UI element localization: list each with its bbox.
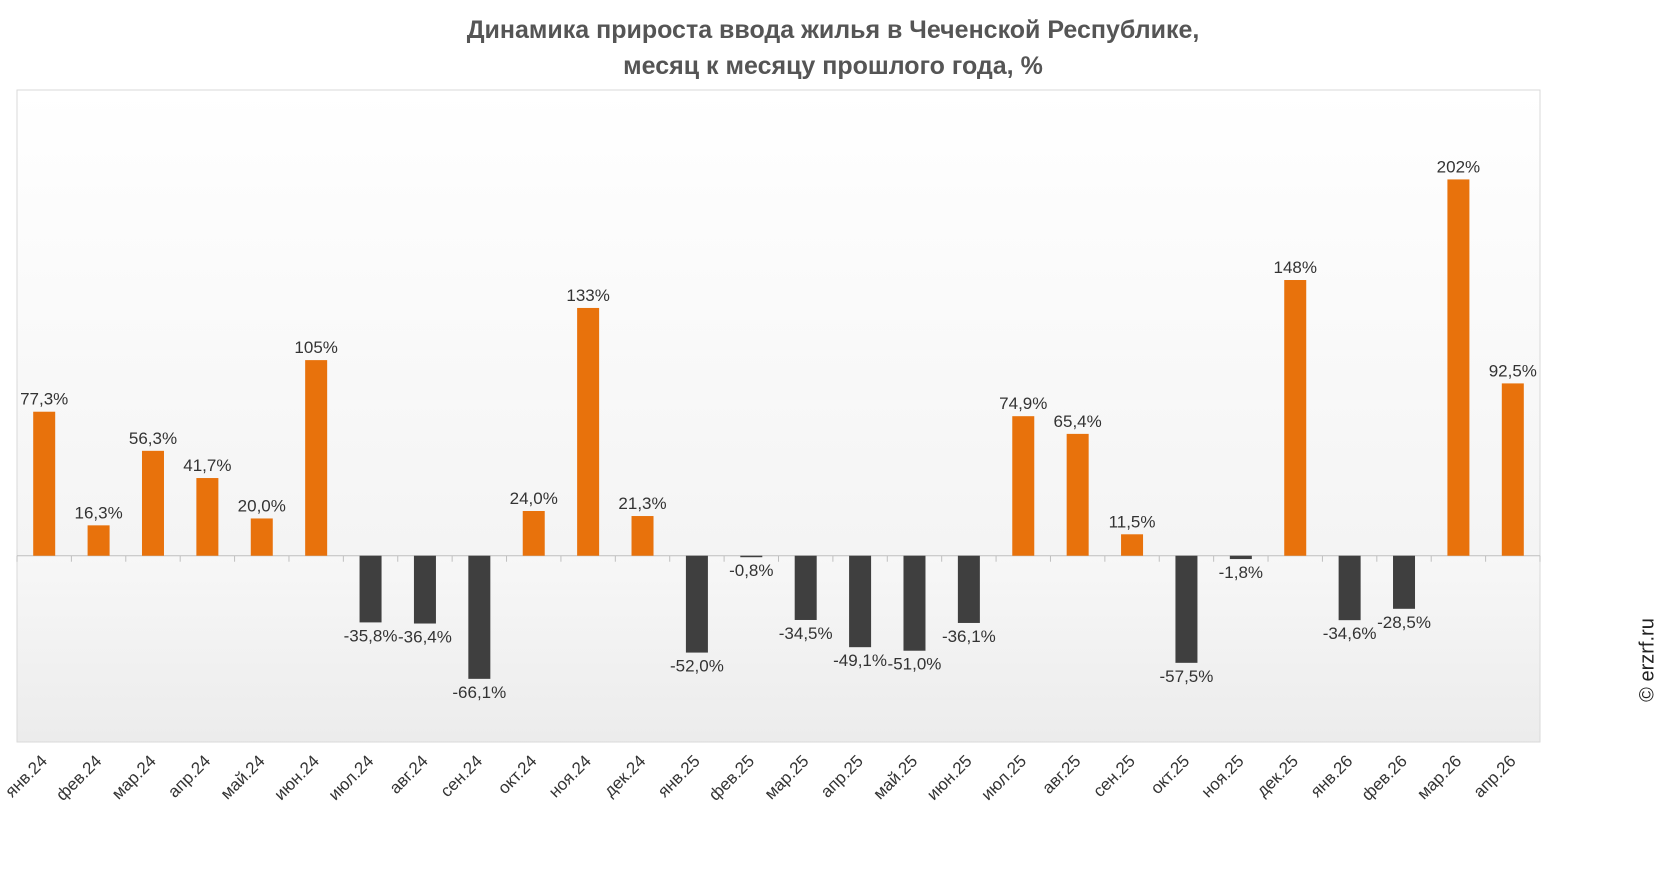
copyright-text: © erzrf.ru: [1636, 618, 1659, 702]
data-label: 65,4%: [1054, 412, 1102, 431]
x-tick-label: апр.26: [1470, 751, 1520, 801]
x-axis-tick-labels: янв.24 фев.24 мар.24 апр.24 май.24 июн.24 июл.…: [1, 751, 1519, 804]
data-label: 56,3%: [129, 429, 177, 448]
plot-border: [16, 89, 1541, 743]
x-tick-label: сен.24: [437, 751, 486, 800]
x-tick-label: сен.25: [1089, 751, 1138, 800]
x-tick-label: май.25: [869, 751, 921, 803]
plot-bg-positive: [17, 90, 1540, 556]
x-tick-label: янв.24: [1, 751, 51, 801]
bar-дек.25: [1284, 280, 1307, 556]
x-tick-label: фев.26: [1358, 751, 1411, 804]
bar-мар.24: [141, 450, 164, 556]
bar-ноя.24: [577, 307, 600, 556]
x-tick-label: авг.25: [1038, 751, 1084, 797]
x-tick-label: окт.25: [1147, 751, 1193, 797]
data-label: 77,3%: [20, 390, 68, 409]
data-label: 74,9%: [999, 394, 1047, 413]
data-label: -34,5%: [779, 624, 833, 643]
data-labels: 77,3% 16,3% 56,3% 41,7% 20,0% 105% -35,8% -36,4…: [20, 157, 1537, 701]
data-label: -0,8%: [729, 561, 773, 580]
x-tick-label: июл.24: [325, 751, 378, 804]
x-tick-label: ноя.25: [1198, 751, 1248, 801]
x-tick-label: дек.25: [1253, 751, 1302, 800]
data-label: 133%: [566, 286, 609, 305]
data-label: -49,1%: [833, 651, 887, 670]
x-tick-label: окт.24: [494, 751, 540, 797]
bar-май.24: [250, 518, 273, 556]
data-label: -36,4%: [398, 628, 452, 647]
x-tick-label: авг.24: [386, 751, 432, 797]
bar-сен.25: [1121, 534, 1144, 556]
data-label: -28,5%: [1377, 613, 1431, 632]
data-label: -52,0%: [670, 657, 724, 676]
x-tick-label: янв.25: [654, 751, 704, 801]
x-tick-label: мар.25: [761, 751, 813, 803]
chart-title-line-2: месяц к месяцу прошлого года, %: [623, 52, 1043, 80]
data-label: -36,1%: [942, 627, 996, 646]
data-label: -57,5%: [1160, 667, 1214, 686]
bar-сен.24: [468, 555, 491, 679]
x-tick-label: фев.24: [52, 751, 105, 804]
bar-авг.24: [413, 555, 436, 624]
data-label: 16,3%: [74, 503, 122, 522]
data-label: -51,0%: [888, 655, 942, 674]
bar-май.25: [903, 555, 926, 651]
x-tick-label: июл.25: [977, 751, 1030, 804]
data-label: 11,5%: [1109, 512, 1156, 531]
x-tick-label: апр.24: [164, 751, 214, 801]
bar-июл.24: [359, 555, 382, 623]
bar-фев.24: [87, 525, 110, 556]
bar-авг.25: [1066, 433, 1089, 556]
bar-янв.26: [1338, 555, 1361, 621]
data-label: 20,0%: [238, 496, 286, 515]
bar-апр.26: [1501, 383, 1524, 556]
data-label: 41,7%: [183, 456, 231, 475]
bar-апр.24: [196, 478, 219, 556]
data-label: 24,0%: [510, 489, 558, 508]
bar-мар.26: [1447, 179, 1470, 556]
data-label: 21,3%: [618, 494, 666, 513]
data-label: -1,8%: [1219, 563, 1263, 582]
bar-янв.24: [33, 411, 56, 556]
x-tick-label: янв.26: [1307, 751, 1357, 801]
bar-июл.25: [1012, 416, 1035, 556]
bar-апр.25: [849, 555, 872, 648]
data-label: 92,5%: [1489, 361, 1537, 380]
x-tick-label: май.24: [217, 751, 269, 803]
bar-мар.25: [794, 555, 817, 620]
bar-ноя.25: [1229, 555, 1252, 560]
x-tick-label: ноя.24: [545, 751, 595, 801]
chart-title: Динамика прироста ввода жилья в Чеченско…: [0, 12, 1666, 84]
chart-title-line-1: Динамика прироста ввода жилья в Чеченско…: [466, 16, 1200, 44]
data-label: -66,1%: [452, 683, 506, 702]
x-tick-label: июн.25: [923, 751, 976, 804]
data-label: 148%: [1273, 258, 1316, 277]
x-tick-label: фев.25: [705, 751, 758, 804]
bar-июн.25: [957, 555, 980, 623]
data-label: -34,6%: [1323, 624, 1377, 643]
bar-фев.26: [1393, 555, 1416, 609]
bar-июн.24: [305, 360, 328, 556]
x-tick-label: мар.24: [108, 751, 160, 803]
bar-series: [33, 179, 1524, 679]
bar-янв.25: [685, 555, 708, 653]
plot-bg-negative: [17, 555, 1540, 742]
data-label: 105%: [294, 338, 337, 357]
bar-окт.25: [1175, 555, 1198, 663]
x-tick-label: мар.26: [1413, 751, 1465, 803]
x-tick-label: июн.24: [270, 751, 323, 804]
x-tick-label: апр.25: [817, 751, 867, 801]
bar-дек.24: [631, 516, 654, 556]
plot-area: [16, 89, 1541, 743]
data-label: 202%: [1437, 157, 1480, 176]
x-tick-label: дек.24: [600, 751, 649, 800]
bar-окт.24: [522, 511, 545, 556]
data-label: -35,8%: [344, 626, 398, 645]
bar-фев.25: [740, 555, 763, 558]
